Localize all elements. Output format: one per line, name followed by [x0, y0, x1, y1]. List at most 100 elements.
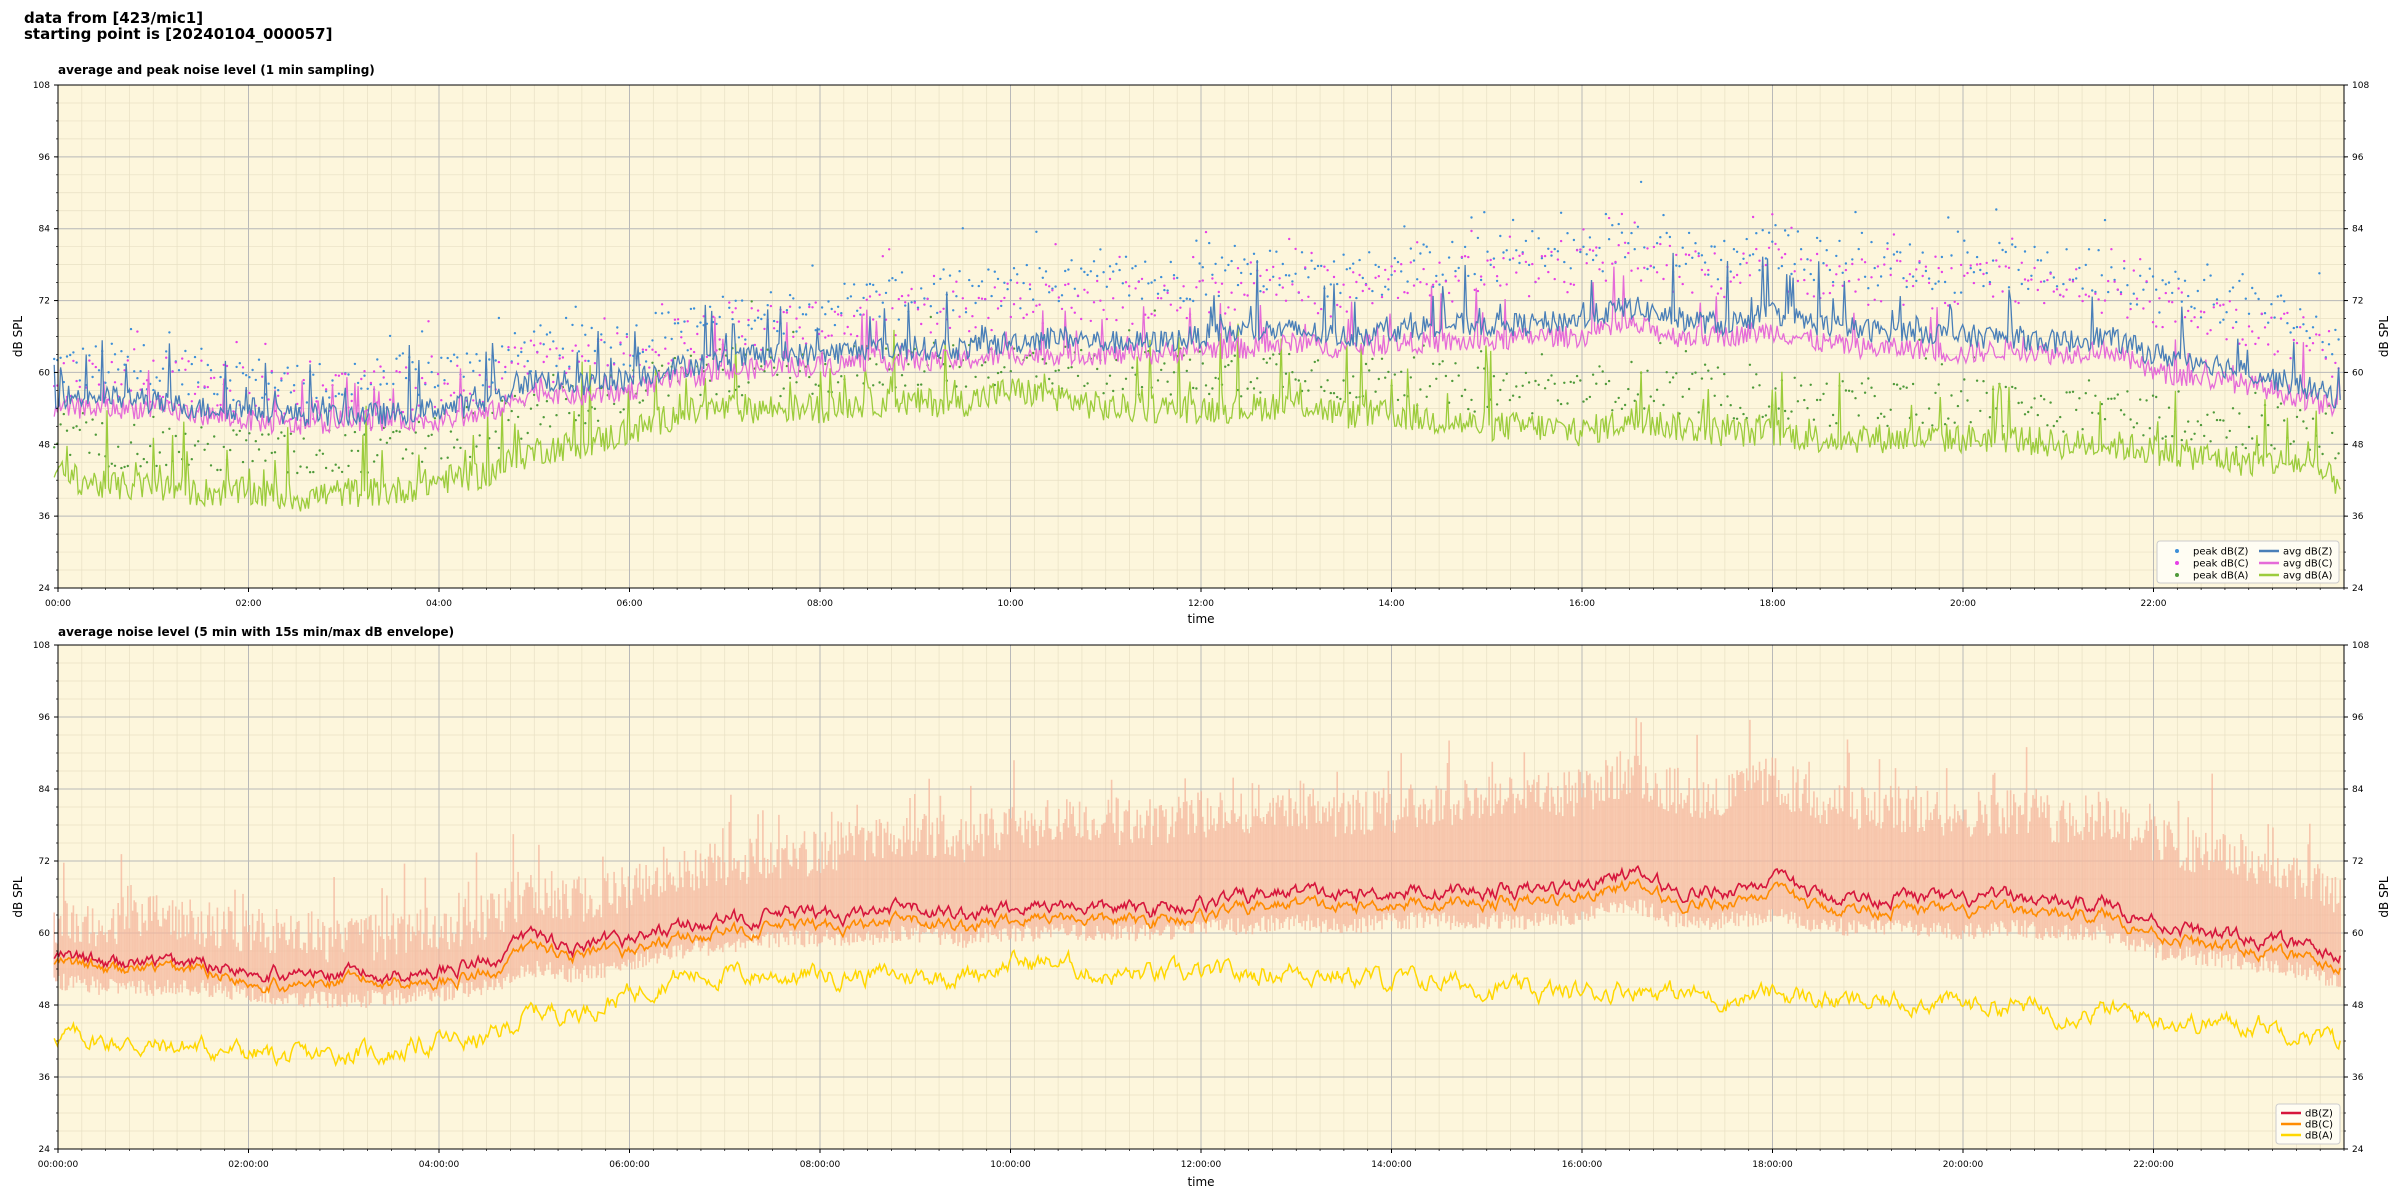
peak-dot-z [1016, 273, 1019, 276]
peak-dot-z [123, 363, 126, 366]
peak-dot-c [657, 354, 661, 357]
peak-dot-a [1531, 412, 1534, 415]
peak-dot-a [2276, 406, 2279, 409]
peak-dot-a [548, 425, 552, 428]
peak-dot-z [2148, 267, 2151, 270]
peak-dot-z [72, 351, 75, 354]
peak-dot-c [88, 359, 91, 362]
peak-dot-a [193, 444, 197, 447]
peak-dot-c [1192, 255, 1195, 259]
peak-dot-c [277, 394, 280, 397]
peak-dot-a [1131, 366, 1134, 369]
peak-dot-c [2212, 306, 2215, 309]
peak-dot-c [1735, 273, 1739, 277]
peak-dot-z [2187, 294, 2190, 298]
peak-dot-a [1556, 399, 1560, 402]
peak-dot-a [564, 397, 568, 401]
x-tick-label: 22:00:00 [2133, 1160, 2174, 1170]
peak-dot-a [430, 433, 433, 436]
peak-dot-z [715, 322, 718, 326]
peak-dot-c [1444, 280, 1448, 283]
peak-dot-a [2222, 419, 2225, 422]
peak-dot-a [1540, 353, 1544, 356]
peak-dot-z [1572, 238, 1576, 242]
peak-dot-a [257, 448, 261, 451]
peak-dot-z [609, 346, 613, 349]
peak-dot-a [1691, 372, 1694, 376]
peak-dot-z [1857, 247, 1860, 251]
peak-dot-a [1553, 382, 1556, 385]
peak-dot-c [1246, 294, 1249, 297]
peak-dot-a [1665, 371, 1668, 374]
peak-dot-c [1278, 277, 1281, 280]
peak-dot-z [360, 387, 363, 390]
peak-dot-a [1214, 376, 1217, 380]
peak-dot-z [376, 358, 379, 361]
peak-dot-a [65, 429, 69, 432]
peak-dot-a [2331, 431, 2334, 435]
peak-dot-a [318, 449, 321, 452]
peak-dot-a [1403, 394, 1406, 397]
peak-dot-z [680, 330, 683, 333]
peak-dot-a [94, 433, 98, 436]
peak-dot-c [1431, 283, 1435, 286]
peak-dot-z [1134, 264, 1137, 268]
peak-dot-c [2315, 333, 2318, 336]
peak-dot-a [2228, 429, 2231, 433]
peak-dot-a [2119, 409, 2123, 412]
peak-dot-z [1284, 274, 1288, 277]
peak-dot-a [2071, 390, 2075, 393]
peak-dot-a [1291, 371, 1294, 374]
peak-dot-z [356, 381, 360, 385]
peak-dot-c [747, 318, 750, 322]
peak-dot-c [1972, 281, 1976, 285]
peak-dot-a [2043, 398, 2046, 401]
peak-dot-z [216, 393, 219, 396]
peak-dot-z [2334, 328, 2337, 332]
peak-dot-z [2004, 250, 2008, 254]
peak-dot-c [548, 348, 552, 351]
peak-dot-z [708, 305, 712, 308]
peak-dot-c [2145, 280, 2148, 283]
peak-dot-z [718, 315, 721, 319]
peak-dot-c [1137, 280, 1141, 284]
peak-dot-a [555, 414, 558, 417]
peak-dot-z [686, 349, 689, 352]
peak-dot-z [315, 396, 318, 400]
peak-dot-a [1879, 412, 1883, 415]
peak-dot-c [225, 364, 229, 368]
peak-dot-z [1060, 294, 1064, 297]
peak-dot-a [1572, 381, 1576, 384]
peak-dot-z [1694, 242, 1697, 245]
peak-dot-z [1505, 249, 1508, 252]
peak-dot-c [1019, 297, 1022, 300]
peak-dot-c [920, 322, 923, 326]
peak-dot-a [1969, 421, 1972, 424]
peak-dot-c [555, 347, 558, 350]
peak-dot-c [2254, 342, 2257, 346]
peak-dot-c [2235, 308, 2238, 311]
peak-dot-z [2123, 267, 2126, 270]
peak-dot-c [1886, 247, 1889, 251]
peak-dot-c [1233, 308, 1237, 311]
peak-dot-z [2212, 303, 2215, 306]
peak-dot-z [1783, 229, 1787, 232]
peak-dot-z [1566, 232, 1569, 235]
peak-dot-a [347, 464, 350, 468]
peak-dot-z [1959, 291, 1963, 294]
peak-dot-c [2023, 278, 2027, 281]
peak-dot-c [840, 314, 843, 317]
peak-dot-c [1579, 248, 1582, 251]
peak-dot-a [1227, 363, 1230, 367]
peak-dot-z [120, 350, 123, 353]
peak-dot-z [1156, 292, 1160, 295]
peak-dot-z [2247, 312, 2251, 315]
line-avg-dba [53, 323, 2341, 512]
peak-dot-c [1198, 280, 1201, 283]
peak-dot-c [1921, 274, 1924, 278]
peak-dot-z [1751, 253, 1755, 256]
peak-dot-z [1799, 248, 1803, 251]
peak-dot-a [1272, 353, 1275, 356]
peak-dot-c [1723, 295, 1726, 299]
peak-dot-a [1767, 405, 1771, 408]
